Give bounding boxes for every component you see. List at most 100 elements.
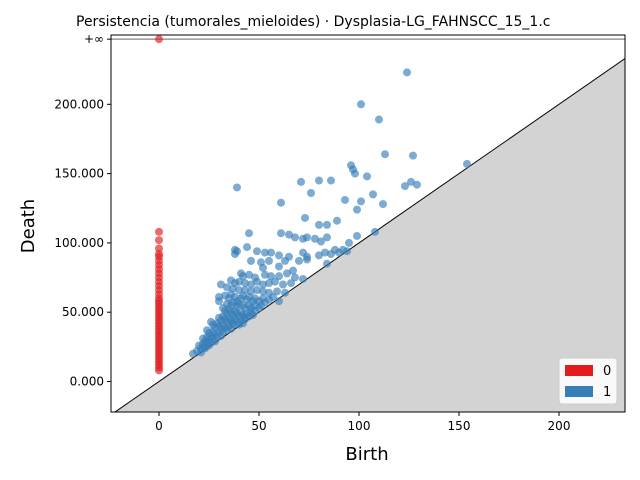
- data-point: [291, 273, 299, 282]
- data-point: [229, 320, 237, 329]
- data-point: [253, 247, 261, 256]
- data-point: [267, 272, 275, 281]
- data-point: [371, 227, 379, 236]
- data-point: [289, 266, 297, 275]
- x-tick-label: 0: [155, 419, 163, 433]
- data-point: [267, 248, 275, 257]
- data-point: [379, 200, 387, 209]
- data-point: [155, 236, 163, 245]
- data-point: [303, 233, 311, 242]
- data-point: [353, 231, 361, 240]
- series-1: [189, 68, 471, 358]
- data-point: [357, 197, 365, 206]
- data-point: [345, 238, 353, 247]
- data-point: [279, 280, 287, 289]
- y-tick-label: 200.000: [54, 97, 104, 111]
- data-point: [315, 220, 323, 229]
- data-point: [223, 283, 231, 292]
- data-point: [287, 279, 295, 288]
- data-point: [245, 229, 253, 238]
- series-0: [155, 35, 163, 375]
- data-point: [343, 247, 351, 256]
- data-point: [275, 297, 283, 306]
- data-point: [245, 270, 253, 279]
- data-point: [323, 259, 331, 268]
- data-point: [247, 256, 255, 265]
- data-point: [369, 190, 377, 199]
- data-point: [275, 272, 283, 281]
- data-point: [351, 169, 359, 178]
- data-point: [277, 198, 285, 207]
- data-point: [323, 233, 331, 242]
- data-point: [257, 301, 265, 310]
- data-point: [299, 274, 307, 283]
- data-point: [401, 182, 409, 191]
- data-point: [247, 280, 255, 289]
- plot-frame: [110, 34, 626, 413]
- data-point: [327, 176, 335, 185]
- plot-area: [110, 34, 626, 413]
- data-point: [409, 151, 417, 160]
- data-point: [303, 255, 311, 264]
- data-point: [235, 286, 243, 295]
- x-tick-label: 200: [548, 419, 571, 433]
- data-point: [327, 249, 335, 258]
- data-point: [353, 205, 361, 214]
- legend-label-0: 0: [603, 364, 611, 379]
- data-point: [283, 269, 291, 278]
- infinite-data-point: [155, 35, 163, 44]
- data-point: [243, 243, 251, 252]
- data-point: [269, 292, 277, 301]
- data-point: [259, 263, 267, 272]
- data-point: [333, 216, 341, 225]
- x-axis: 0 50 100 150 200: [155, 412, 570, 433]
- data-point: [403, 68, 411, 77]
- x-tick-label: 50: [251, 419, 266, 433]
- data-point: [315, 251, 323, 260]
- below-diagonal-region: [111, 58, 625, 412]
- y-tick-label: 100.000: [54, 236, 104, 250]
- data-point: [235, 277, 243, 286]
- data-point: [323, 220, 331, 229]
- diagonal-line: [114, 58, 625, 412]
- legend-label-1: 1: [603, 385, 611, 400]
- y-tick-label: 150.000: [54, 167, 104, 181]
- data-point: [241, 279, 249, 288]
- data-point: [259, 287, 267, 296]
- chart-title: Persistencia (tumorales_mieloides) · Dys…: [76, 14, 550, 30]
- data-point: [301, 213, 309, 222]
- data-point: [201, 344, 209, 353]
- data-point: [239, 272, 247, 281]
- data-point: [253, 286, 261, 295]
- data-point: [297, 177, 305, 186]
- data-point: [155, 366, 163, 375]
- data-point: [307, 189, 315, 198]
- y-tick-label-infinity: +∞: [84, 32, 104, 46]
- data-point: [231, 249, 239, 258]
- x-tick-label: 100: [348, 419, 371, 433]
- data-point: [233, 183, 241, 192]
- data-point: [275, 262, 283, 271]
- data-point: [219, 327, 227, 336]
- x-axis-label: Birth: [345, 444, 388, 465]
- data-point: [311, 234, 319, 243]
- data-point: [215, 297, 223, 306]
- data-point: [357, 100, 365, 109]
- data-point: [259, 280, 267, 289]
- data-point: [253, 277, 261, 286]
- data-point: [273, 287, 281, 296]
- data-point: [381, 150, 389, 159]
- data-point: [265, 256, 273, 265]
- data-point: [281, 256, 289, 265]
- data-point: [271, 277, 279, 286]
- data-point: [261, 270, 269, 279]
- data-point: [217, 280, 225, 289]
- data-point: [291, 233, 299, 242]
- data-point: [281, 288, 289, 297]
- y-axis: 0.000 50.000 100.000 150.000 200.000 +∞: [54, 32, 111, 389]
- x-tick-label: 150: [448, 419, 471, 433]
- data-point: [265, 279, 273, 288]
- y-axis-label: Death: [18, 199, 39, 253]
